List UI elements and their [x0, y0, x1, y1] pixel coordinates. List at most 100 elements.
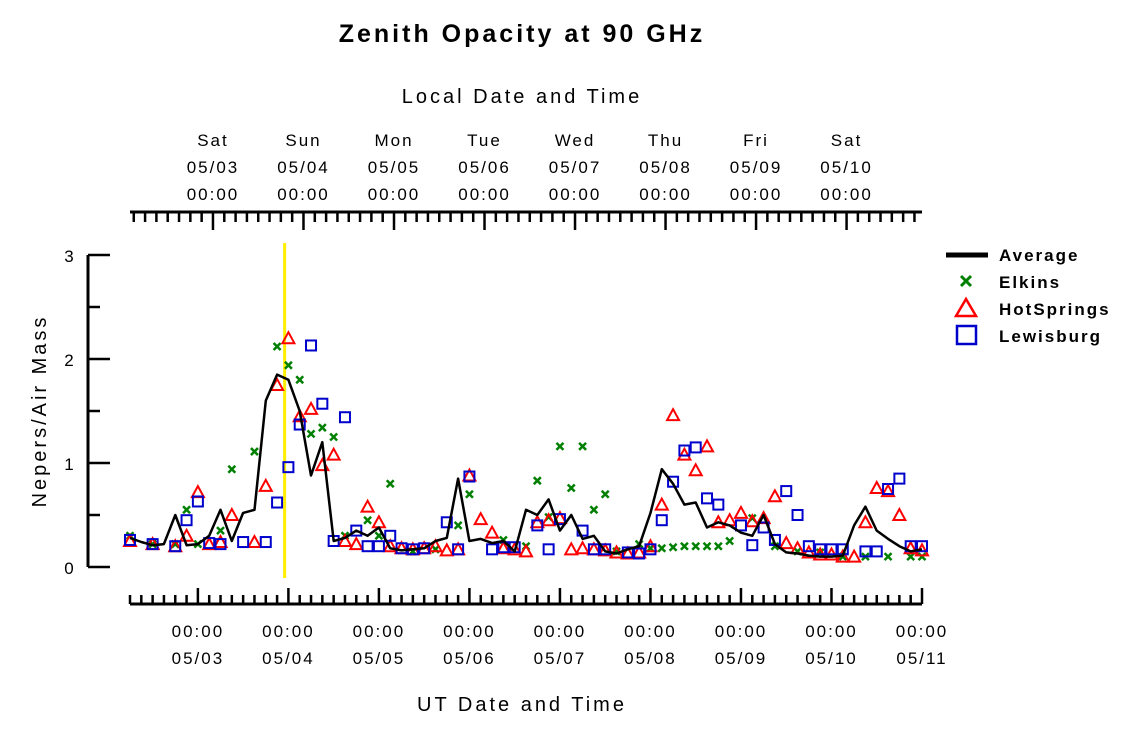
hotsprings-point: [427, 538, 444, 553]
elkins-point: [725, 536, 735, 546]
y-tick-label: 1: [64, 455, 75, 474]
hotsprings-point: [563, 541, 579, 556]
elkins-point: [306, 429, 316, 439]
bottom-tick-time: 00:00: [805, 622, 858, 641]
lewisburg-point: [644, 543, 657, 556]
bottom-tick-date: 05/06: [443, 649, 496, 668]
hotsprings-point: [292, 408, 308, 423]
legend-item-lewisburg: Lewisburg: [955, 324, 1100, 346]
lewisburg-point: [293, 418, 306, 431]
top-tick-time: 00:00: [368, 185, 421, 204]
hotsprings-point: [484, 524, 500, 539]
hotsprings-point: [857, 514, 874, 529]
lewisburg-point: [486, 543, 499, 556]
lewisburg-point: [338, 411, 351, 424]
legend-item-elkins: Elkins: [959, 273, 1061, 292]
top-tick-day: Tue: [467, 131, 502, 150]
elkins-point: [317, 423, 327, 433]
hotsprings-point: [620, 545, 636, 560]
elkins-point: [657, 543, 667, 553]
top-tick-date: 05/09: [730, 158, 783, 177]
hotsprings-point: [891, 506, 908, 521]
legend-triangle-swatch: [953, 296, 979, 318]
y-tick-label: 3: [64, 247, 75, 266]
top-tick-day: Sat: [197, 131, 229, 150]
elkins-point: [668, 542, 678, 552]
bottom-tick-date: 05/09: [715, 649, 768, 668]
top-tick-time: 00:00: [549, 185, 602, 204]
hotsprings-point: [518, 543, 534, 558]
lewisburg-point: [203, 537, 216, 550]
lewisburg-point: [825, 543, 838, 556]
elkins-point: [770, 541, 780, 551]
bottom-tick-time: 00:00: [262, 622, 315, 641]
top-tick-day: Mon: [374, 131, 413, 150]
series-lewisburg: [124, 339, 928, 560]
lewisburg-point: [633, 547, 646, 560]
elkins-point: [691, 541, 701, 551]
elkins-point: [555, 441, 565, 451]
lewisburg-point: [882, 483, 895, 495]
lewisburg-point: [689, 441, 702, 454]
lewisburg-point: [780, 485, 793, 498]
top-tick-date: 05/10: [820, 158, 873, 177]
hotsprings-point: [280, 330, 297, 345]
hotsprings-point: [190, 484, 206, 499]
hotsprings-point: [495, 540, 512, 555]
hotsprings-point: [631, 544, 647, 559]
bottom-axis-title: UT Date and Time: [417, 694, 627, 716]
top-tick-date: 05/06: [458, 158, 511, 177]
elkins-point: [363, 515, 372, 525]
hotsprings-point: [767, 488, 783, 503]
y-tick-label: 2: [64, 351, 75, 370]
bottom-tick-date: 05/10: [805, 649, 858, 668]
bottom-tick-date: 05/08: [624, 649, 677, 668]
elkins-point: [680, 541, 689, 551]
lewisburg-point: [350, 524, 363, 537]
series-average: [129, 373, 923, 558]
elkins-point: [216, 526, 225, 535]
bottom-tick-date: 05/03: [172, 649, 225, 668]
legend-x-swatch: [959, 274, 973, 288]
lewisburg-point: [372, 540, 385, 553]
hotsprings-point: [122, 532, 138, 547]
chart-title: Zenith Opacity at 90 GHz: [339, 20, 706, 48]
lewisburg-point: [463, 470, 476, 483]
bottom-tick-time: 00:00: [896, 622, 949, 641]
elkins-point: [600, 489, 610, 499]
elkins-point: [329, 432, 339, 442]
elkins-point: [465, 489, 474, 499]
legend: Average Elkins HotSprings Lewisburg: [946, 246, 1111, 346]
lewisburg-point: [191, 495, 204, 508]
lewisburg-point: [305, 339, 318, 352]
hotsprings-point: [710, 514, 727, 529]
top-axis-title: Local Date and Time: [402, 86, 642, 108]
elkins-point: [917, 552, 927, 561]
lewisburg-point: [542, 543, 555, 556]
hotsprings-point: [733, 504, 749, 519]
y-tick-label: 0: [64, 559, 75, 578]
legend-label: Elkins: [999, 273, 1061, 292]
elkins-point: [713, 541, 723, 551]
bottom-tick-time: 00:00: [624, 622, 677, 641]
lewisburg-point: [384, 529, 397, 542]
elkins-point: [453, 521, 463, 530]
lewisburg-point: [282, 461, 295, 474]
legend-label: HotSprings: [999, 300, 1111, 319]
elkins-point: [227, 464, 237, 474]
lewisburg-point: [452, 543, 465, 556]
lewisburg-point: [893, 472, 906, 485]
top-tick-time: 00:00: [277, 185, 330, 204]
bottom-tick-date: 05/05: [353, 649, 406, 668]
series-hotsprings: [122, 330, 930, 563]
hotsprings-point: [676, 446, 693, 461]
elkins-point: [272, 342, 282, 351]
hotsprings-point: [224, 506, 240, 521]
bottom-tick-time: 00:00: [534, 622, 587, 641]
lewisburg-point: [746, 539, 759, 552]
lewisburg-point: [859, 545, 872, 558]
hotsprings-point: [439, 542, 455, 557]
top-tick-time: 00:00: [639, 185, 692, 204]
plot-area: [122, 330, 930, 563]
